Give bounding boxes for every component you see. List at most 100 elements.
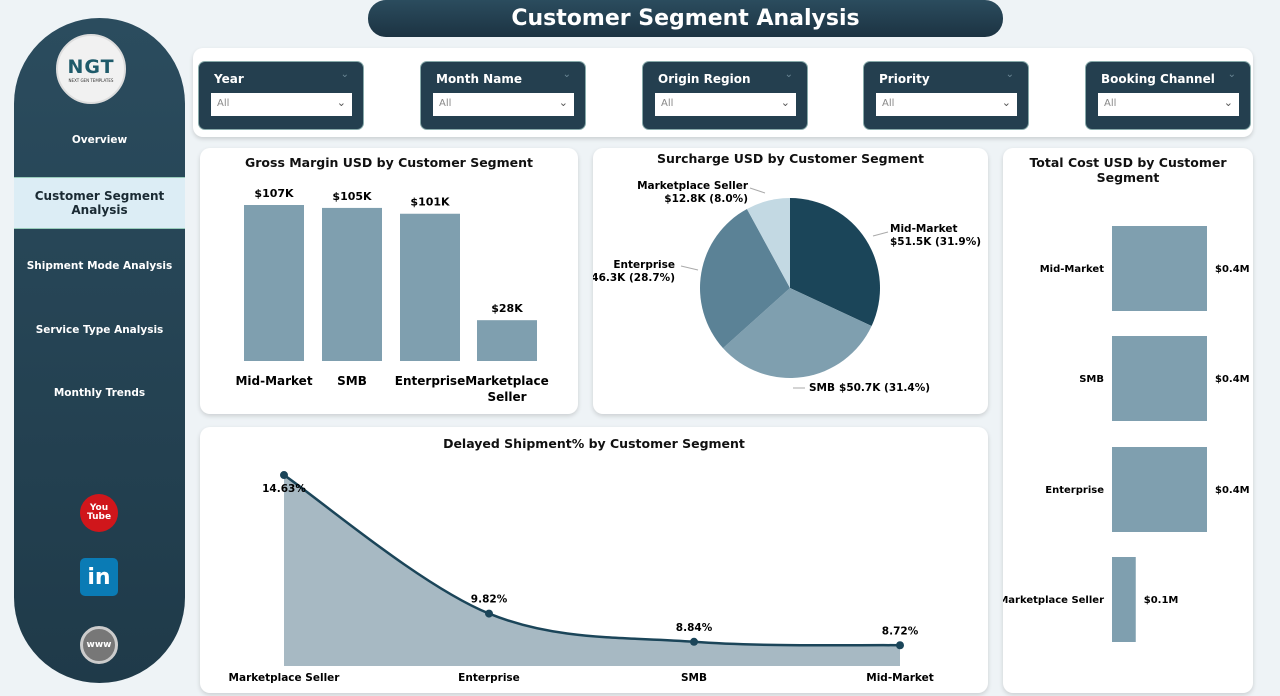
bar: [1112, 336, 1207, 421]
filter-panel: Year ⌄ All ⌄ Month Name ⌄ All ⌄ Origin Region ⌄ Al…: [193, 48, 1253, 137]
data-label: $28K: [491, 302, 523, 315]
chart-title: Surcharge USD by Customer Segment: [657, 151, 924, 166]
category-label: Marketplace Seller: [1003, 595, 1104, 606]
bar: [1112, 557, 1136, 642]
filter-dropdown[interactable]: All ⌄: [655, 93, 796, 116]
total-cost-chart: Mid-Market $0.4M SMB $0.4M Enterprise $0.4M Ma…: [1003, 226, 1250, 642]
slice-category: Mid-Market: [890, 223, 957, 235]
filter-label: Booking Channel: [1101, 72, 1215, 86]
chart-title: Delayed Shipment% by Customer Segment: [443, 436, 745, 451]
total-cost-card: Total Cost USD by Customer Segment Mid-M…: [1003, 148, 1253, 693]
slice-value: $50.7K (31.4%): [839, 382, 930, 394]
globe-icon[interactable]: www: [80, 626, 118, 664]
data-label: 8.84%: [676, 622, 713, 634]
filter-value: All: [1104, 98, 1117, 109]
filter-label: Year: [214, 72, 244, 86]
category-label: Marketplace Seller: [229, 672, 341, 684]
filter-value: All: [882, 98, 895, 109]
chevron-down-icon: ⌄: [336, 96, 346, 109]
data-point: [896, 641, 904, 650]
filter-month-name: Month Name ⌄ All ⌄: [420, 61, 586, 130]
data-label: $0.4M: [1215, 264, 1250, 275]
data-point: [690, 637, 698, 646]
linkedin-icon[interactable]: in: [80, 558, 118, 596]
sidebar-item-overview[interactable]: Overview: [71, 134, 128, 146]
filter-origin-region: Origin Region ⌄ All ⌄: [642, 61, 808, 130]
sidebar-item-monthly-trends[interactable]: Monthly Trends: [53, 387, 146, 399]
data-label: $105K: [332, 190, 372, 203]
chevron-down-icon: ⌄: [558, 96, 568, 109]
bar: [477, 320, 537, 361]
filter-label: Month Name: [436, 72, 522, 86]
filter-dropdown[interactable]: All ⌄: [876, 93, 1017, 116]
category-label: SMB: [681, 672, 707, 684]
category-label: Enterprise: [395, 374, 465, 388]
category-label: Enterprise: [458, 672, 520, 684]
chevron-down-icon[interactable]: ⌄: [1227, 69, 1236, 80]
filter-priority: Priority ⌄ All ⌄: [863, 61, 1029, 130]
leader-line: [749, 187, 766, 194]
delayed-shipment-chart: 14.63% Marketplace Seller 9.82% Enterprise 8…: [229, 471, 934, 684]
filter-dropdown[interactable]: All ⌄: [1098, 93, 1239, 116]
chevron-down-icon[interactable]: ⌄: [340, 69, 349, 80]
gross-margin-chart: $107K Mid-Market $105K SMB $101K Enterprise $2…: [235, 187, 549, 404]
sidebar-item-shipment-mode[interactable]: Shipment Mode Analysis: [26, 260, 173, 272]
filter-year: Year ⌄ All ⌄: [198, 61, 364, 130]
page-title: Customer Segment Analysis: [368, 0, 1003, 37]
gross-margin-card: Gross Margin USD by Customer Segment $10…: [200, 148, 578, 414]
data-label: $101K: [410, 196, 450, 209]
sidebar-item-customer-segment[interactable]: Customer Segment Analysis: [14, 177, 185, 229]
delayed-shipment-card: Delayed Shipment% by Customer Segment 14…: [200, 427, 988, 693]
chevron-down-icon[interactable]: ⌄: [562, 69, 571, 80]
category-label: Mid-Market: [235, 374, 312, 388]
filter-dropdown[interactable]: All ⌄: [433, 93, 574, 116]
sidebar: NGT NEXT GEN TEMPLATES Overview Customer …: [14, 18, 185, 683]
data-point: [280, 471, 288, 480]
pie-slice: [746, 198, 790, 288]
pie-slice: [723, 288, 872, 378]
chevron-down-icon[interactable]: ⌄: [784, 69, 793, 80]
filter-label: Priority: [879, 72, 930, 86]
series-line: [283, 474, 901, 647]
category-label: Marketplace: [465, 374, 549, 388]
chevron-down-icon: ⌄: [780, 96, 790, 109]
slice-value: $12.8K (8.0%): [664, 193, 748, 205]
slice-category: Enterprise: [613, 259, 675, 271]
bar: [322, 207, 382, 361]
data-label: $0.4M: [1215, 485, 1250, 496]
category-label: Seller: [487, 390, 526, 404]
data-point: [485, 609, 493, 618]
filter-value: All: [661, 98, 674, 109]
pie-slice: [700, 208, 790, 349]
chevron-down-icon[interactable]: ⌄: [1005, 69, 1014, 80]
area-fill: [284, 475, 900, 666]
category-label: SMB: [337, 374, 367, 388]
category-label: Mid-Market: [866, 672, 933, 684]
data-label: 8.72%: [882, 625, 919, 637]
data-label: $0.1M: [1144, 595, 1179, 606]
leader-line: [872, 231, 889, 237]
surcharge-chart: Mid-Market$51.5K (31.9%) SMB $50.7K (31.4%…: [593, 180, 981, 394]
youtube-icon[interactable]: You Tube: [80, 494, 118, 532]
filter-booking-channel: Booking Channel ⌄ All ⌄: [1085, 61, 1251, 130]
sidebar-item-service-type[interactable]: Service Type Analysis: [35, 324, 164, 336]
logo: NGT NEXT GEN TEMPLATES: [56, 34, 126, 104]
chart-title: Gross Margin USD by Customer Segment: [245, 155, 533, 170]
data-label: $107K: [254, 187, 294, 200]
slice-label: SMB $50.7K (31.4%): [809, 382, 930, 394]
chevron-down-icon: ⌄: [1001, 96, 1011, 109]
slice-value: $46.3K (28.7%): [593, 272, 675, 284]
slice-category: Marketplace Seller: [637, 180, 749, 192]
filter-label: Origin Region: [658, 72, 751, 86]
leader-line: [680, 265, 699, 271]
data-label: 14.63%: [262, 483, 306, 495]
bar: [1112, 447, 1207, 532]
filter-value: All: [439, 98, 452, 109]
filter-value: All: [217, 98, 230, 109]
bar: [400, 213, 460, 361]
chevron-down-icon: ⌄: [1223, 96, 1233, 109]
slice-category: SMB: [809, 382, 835, 394]
filter-dropdown[interactable]: All ⌄: [211, 93, 352, 116]
pie-slice: [790, 198, 880, 326]
surcharge-card: Surcharge USD by Customer Segment Mid-Ma…: [593, 148, 988, 414]
